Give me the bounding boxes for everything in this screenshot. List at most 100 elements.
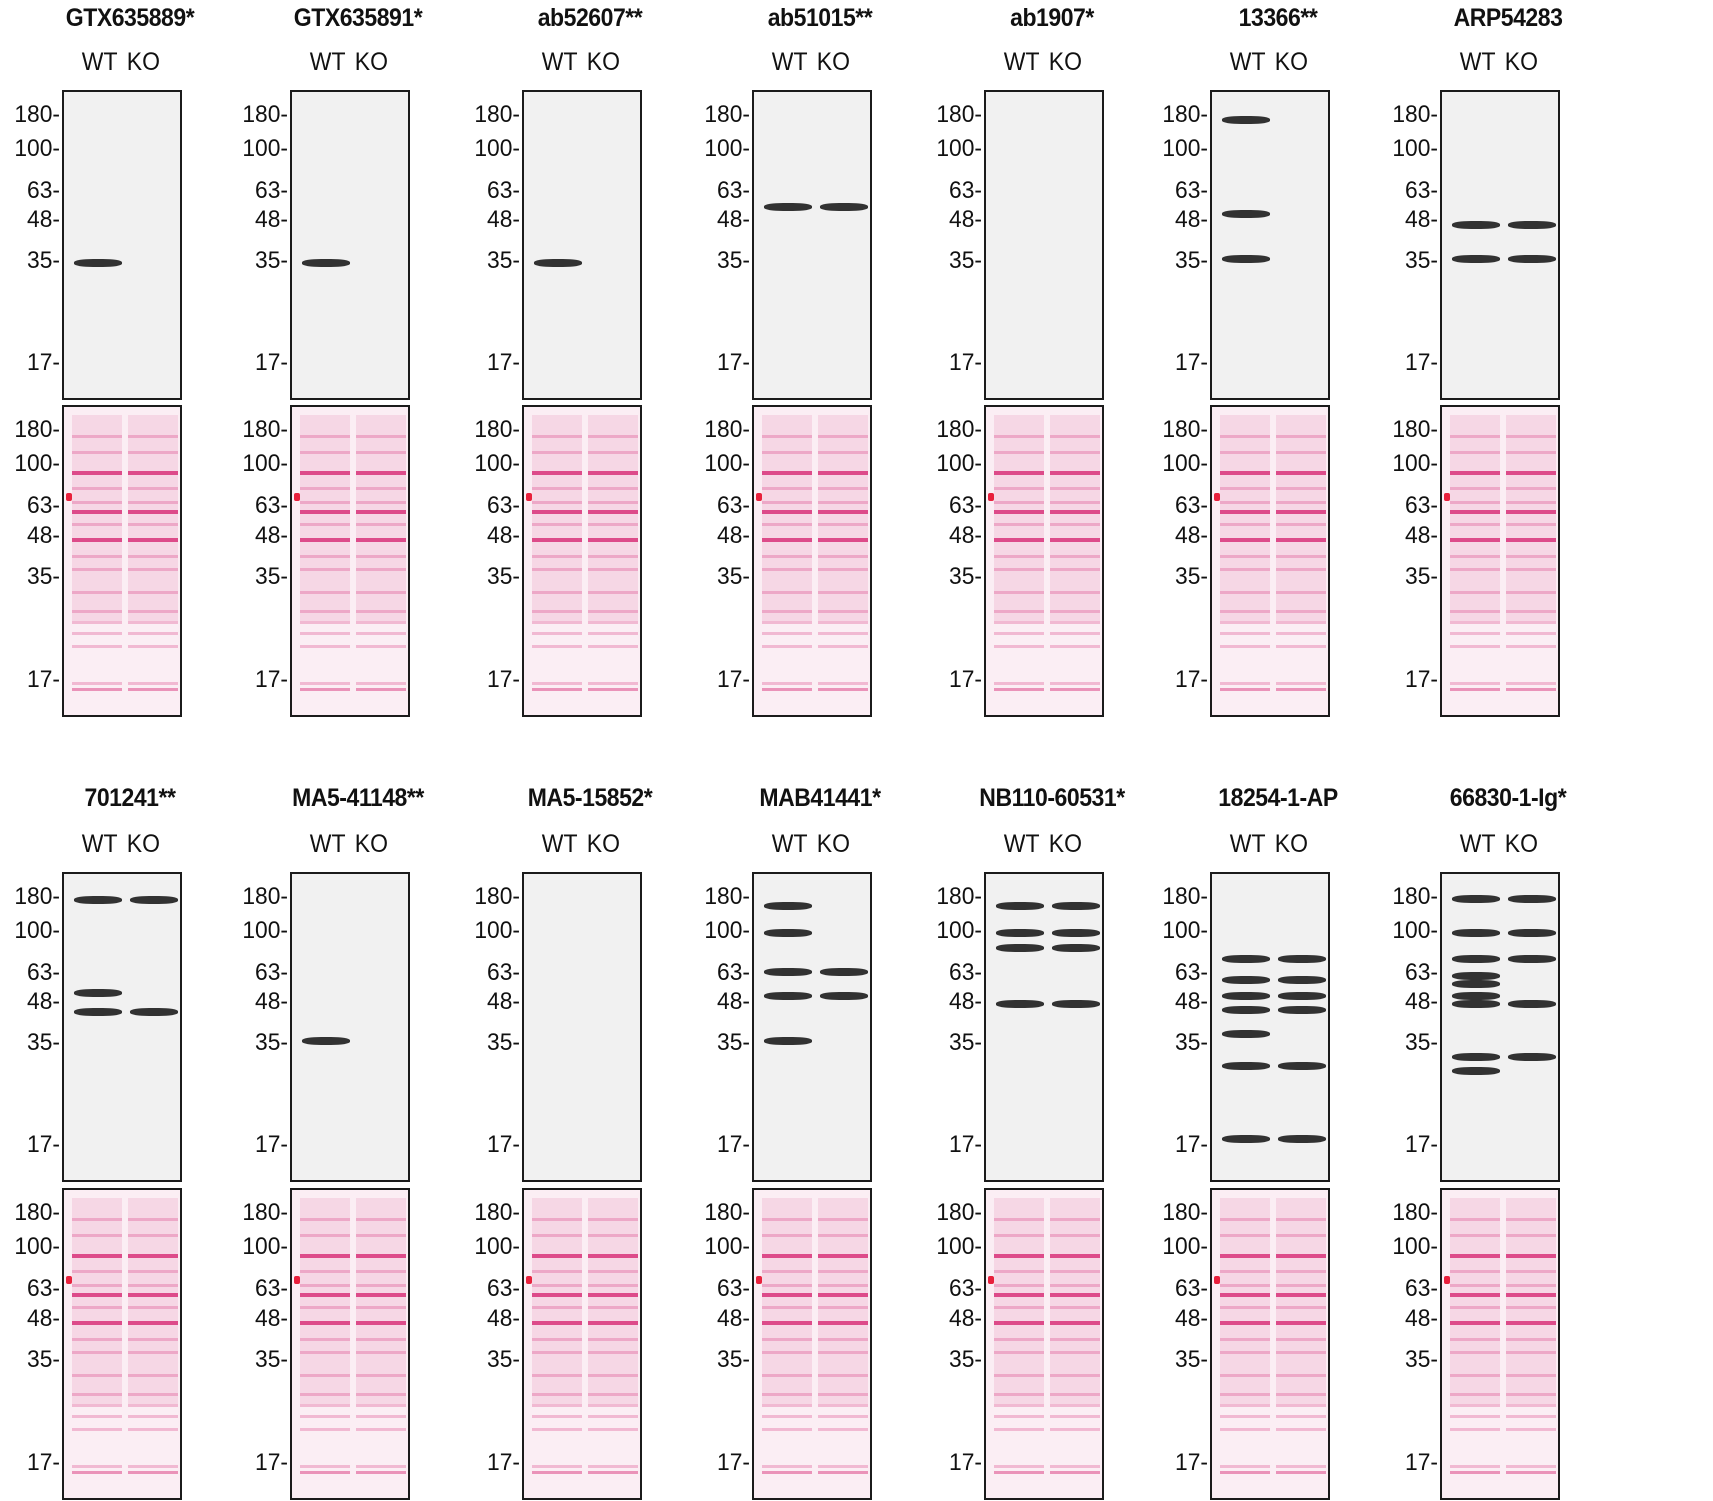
lane-smear (356, 1198, 406, 1404)
total-protein-band (1050, 1351, 1100, 1355)
total-protein-band (1450, 632, 1500, 636)
total-protein-band (72, 1427, 122, 1431)
antibody-title: ab1907* (1010, 4, 1094, 32)
total-protein-band (994, 632, 1044, 636)
blot-mw-marker-35: 35- (1405, 246, 1438, 274)
protein-band (1452, 254, 1500, 263)
lane-smear (1220, 415, 1270, 621)
total-protein-band (1050, 1470, 1100, 1474)
ponceau-stain (290, 1188, 410, 1500)
blot-mw-marker-17: 17- (255, 1130, 288, 1158)
protein-band (764, 203, 812, 212)
total-protein-band (532, 644, 582, 648)
protein-band (1278, 991, 1326, 1000)
total-protein-band (1506, 687, 1556, 691)
total-protein-band (762, 644, 812, 648)
total-protein-band (356, 501, 406, 505)
total-protein-band (588, 538, 638, 543)
total-protein-band (128, 644, 178, 648)
total-protein-band (72, 1470, 122, 1474)
total-protein-band (128, 610, 178, 614)
total-protein-band (1506, 510, 1556, 515)
total-protein-band (532, 538, 582, 543)
total-protein-band (72, 523, 122, 527)
protein-band (1278, 1062, 1326, 1071)
total-protein-band (1506, 1470, 1556, 1474)
total-protein-band (300, 632, 350, 636)
total-protein-band (818, 1393, 868, 1397)
total-protein-band (128, 501, 178, 505)
blot-mw-marker-100: 100- (1162, 916, 1208, 944)
blot-mw-marker-63: 63- (949, 958, 982, 986)
total-protein-band (532, 1338, 582, 1342)
protein-band (1452, 1067, 1500, 1076)
total-protein-band (72, 1284, 122, 1288)
protein-band (1452, 954, 1500, 963)
total-protein-band (994, 435, 1044, 439)
total-protein-band (300, 591, 350, 595)
lane-label-ko: KO (1274, 48, 1308, 76)
total-protein-band (1450, 1403, 1500, 1407)
total-protein-band (300, 470, 350, 475)
blot-mw-marker-180: 180- (14, 882, 60, 910)
lane-label-wt: WT (541, 48, 578, 76)
protein-band (1452, 979, 1500, 988)
lane-label-wt: WT (1459, 48, 1496, 76)
total-protein-band (356, 1403, 406, 1407)
total-protein-band (1450, 591, 1500, 595)
blot-mw-marker-17: 17- (717, 348, 750, 376)
blot-mw-marker-35: 35- (949, 1028, 982, 1056)
total-protein-band (1220, 610, 1270, 614)
protein-band (1508, 220, 1556, 229)
total-protein-band (72, 1393, 122, 1397)
total-protein-band (762, 1321, 812, 1326)
protein-band (1222, 976, 1270, 985)
ponceau-mw-marker-180: 180- (936, 1198, 982, 1226)
total-protein-band (356, 435, 406, 439)
total-protein-band (356, 610, 406, 614)
total-protein-band (1276, 610, 1326, 614)
total-protein-band (356, 568, 406, 572)
ponceau-mw-marker-17: 17- (487, 665, 520, 693)
antibody-title: MA5-41148** (292, 784, 424, 812)
total-protein-band (128, 538, 178, 543)
lane-header: WT KO (772, 830, 859, 859)
total-protein-band (128, 523, 178, 527)
total-protein-band (1050, 1253, 1100, 1258)
total-protein-band (762, 1464, 812, 1468)
protein-band (1452, 991, 1500, 1000)
blot-mw-marker-100: 100- (474, 134, 520, 162)
blot-mw-marker-48: 48- (1175, 988, 1208, 1016)
antibody-title: 13366** (1238, 4, 1318, 32)
lane-header: WT KO (1460, 830, 1547, 859)
antibody-title: GTX635891* (293, 4, 423, 32)
total-protein-band (128, 450, 178, 454)
total-protein-band (588, 1218, 638, 1222)
total-protein-band (1276, 435, 1326, 439)
total-protein-band (994, 523, 1044, 527)
total-protein-band (72, 450, 122, 454)
total-protein-band (300, 1470, 350, 1474)
total-protein-band (1450, 1470, 1500, 1474)
total-protein-band (128, 470, 178, 475)
lane-label-ko: KO (1274, 830, 1308, 858)
total-protein-band (1276, 1306, 1326, 1310)
ponceau-mw-marker-17: 17- (1405, 1448, 1438, 1476)
blot-mw-marker-100: 100- (474, 916, 520, 944)
total-protein-band (762, 470, 812, 475)
lane-smear (1450, 415, 1500, 621)
total-protein-band (1276, 1321, 1326, 1326)
blot-mw-marker-100: 100- (242, 134, 288, 162)
protein-band (1452, 928, 1500, 937)
ladder-reference-dot (988, 1275, 994, 1284)
total-protein-band (1506, 1338, 1556, 1342)
total-protein-band (588, 1321, 638, 1326)
total-protein-band (818, 435, 868, 439)
total-protein-band (762, 687, 812, 691)
total-protein-band (1276, 510, 1326, 515)
total-protein-band (1276, 1470, 1326, 1474)
total-protein-band (1450, 644, 1500, 648)
total-protein-band (1050, 591, 1100, 595)
total-protein-band (356, 538, 406, 543)
total-protein-band (818, 1464, 868, 1468)
